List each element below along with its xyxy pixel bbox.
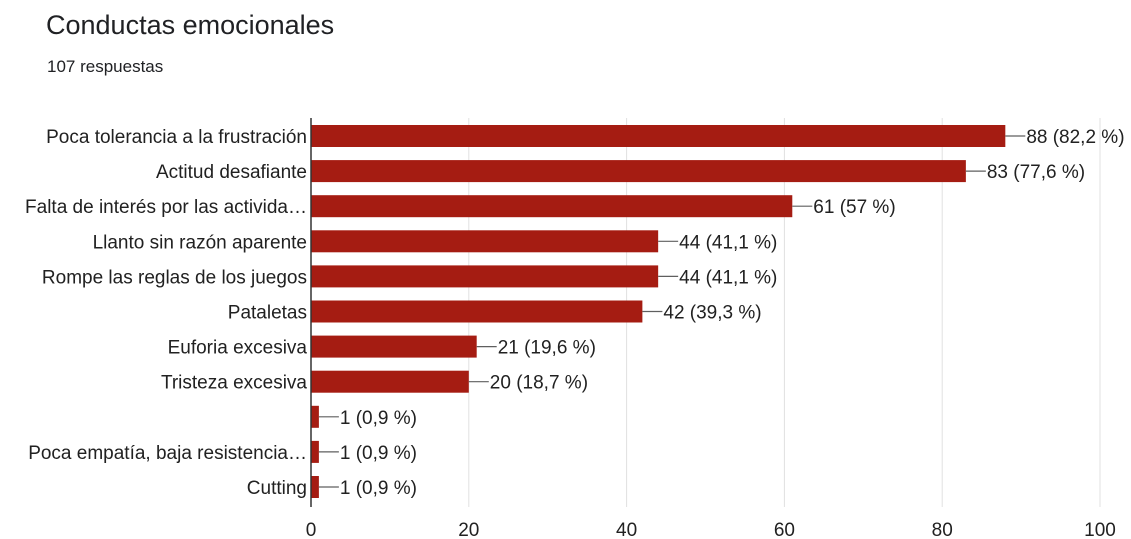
x-tick-label: 0 [306,520,317,539]
data-label: 20 (18,7 %) [490,373,588,394]
bar [311,230,659,253]
category-label: Pataletas [228,303,307,324]
x-tick-label: 20 [458,520,479,539]
bar [311,300,643,323]
data-label: 44 (41,1 %) [679,267,777,288]
bar [311,160,966,183]
x-tick-label: 60 [774,520,795,539]
bar [311,440,319,463]
category-label: Actitud desafiante [156,162,307,183]
x-tick-label: 100 [1084,520,1116,539]
bar [311,370,469,393]
chart-title: Conductas emocionales [46,10,335,40]
data-label: 42 (39,3 %) [663,303,761,324]
category-label: Rompe las reglas de los juegos [42,267,307,288]
bar [311,405,319,428]
data-label: 61 (57 %) [813,197,895,218]
category-label: Poca empatía, baja resistencia… [28,443,307,464]
data-label: 21 (19,6 %) [498,338,596,359]
data-label: 1 (0,9 %) [340,478,417,499]
category-label: Poca tolerancia a la frustración [46,127,307,148]
x-tick-label: 80 [932,520,953,539]
category-label: Tristeza excesiva [161,373,307,394]
data-label: 1 (0,9 %) [340,443,417,464]
data-label: 44 (41,1 %) [679,232,777,253]
bar [311,195,793,218]
bar [311,476,319,498]
response-count: 107 respuestas [47,57,164,76]
bar [311,265,659,288]
category-label: Euforia excesiva [168,338,308,359]
category-label: Llanto sin razón aparente [93,232,307,253]
category-label: Falta de interés por las activida… [25,197,307,218]
data-label: 88 (82,2 %) [1026,127,1124,148]
category-label: Cutting [247,478,307,499]
bar [311,335,477,358]
bar [311,125,1006,147]
x-tick-label: 40 [616,520,637,539]
data-label: 1 (0,9 %) [340,408,417,429]
data-label: 83 (77,6 %) [987,162,1085,183]
